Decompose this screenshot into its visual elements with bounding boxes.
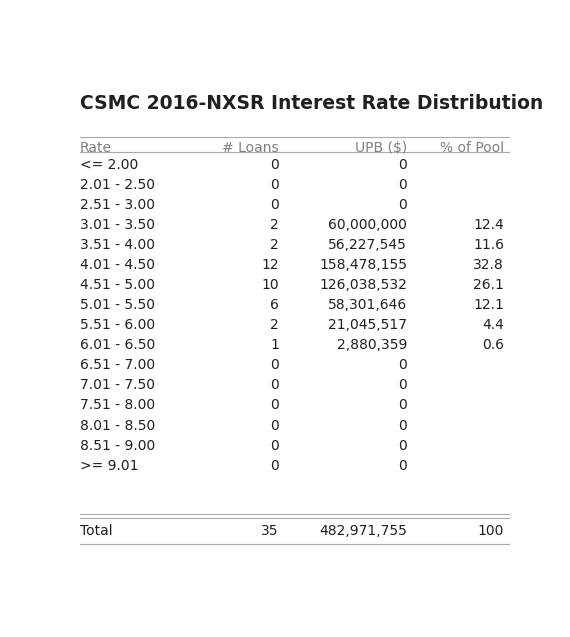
Text: 2,880,359: 2,880,359: [337, 338, 407, 352]
Text: 60,000,000: 60,000,000: [328, 218, 407, 233]
Text: 0: 0: [398, 198, 407, 212]
Text: CSMC 2016-NXSR Interest Rate Distribution: CSMC 2016-NXSR Interest Rate Distributio…: [80, 94, 543, 113]
Text: % of Pool: % of Pool: [440, 141, 504, 155]
Text: 3.51 - 4.00: 3.51 - 4.00: [80, 238, 155, 252]
Text: 32.8: 32.8: [474, 259, 504, 273]
Text: 2: 2: [270, 218, 279, 233]
Text: 12.1: 12.1: [473, 299, 504, 312]
Text: 0: 0: [398, 438, 407, 452]
Text: 7.51 - 8.00: 7.51 - 8.00: [80, 399, 155, 413]
Text: 6.01 - 6.50: 6.01 - 6.50: [80, 338, 156, 352]
Text: 4.4: 4.4: [482, 318, 504, 333]
Text: Total: Total: [80, 524, 113, 538]
Text: >= 9.01: >= 9.01: [80, 459, 139, 473]
Text: 0: 0: [270, 198, 279, 212]
Text: 11.6: 11.6: [473, 238, 504, 252]
Text: 6: 6: [270, 299, 279, 312]
Text: 35: 35: [262, 524, 279, 538]
Text: 0: 0: [270, 359, 279, 373]
Text: 5.01 - 5.50: 5.01 - 5.50: [80, 299, 155, 312]
Text: 56,227,545: 56,227,545: [328, 238, 407, 252]
Text: 6.51 - 7.00: 6.51 - 7.00: [80, 359, 155, 373]
Text: 0: 0: [398, 399, 407, 413]
Text: 0: 0: [270, 159, 279, 173]
Text: 58,301,646: 58,301,646: [328, 299, 407, 312]
Text: 8.01 - 8.50: 8.01 - 8.50: [80, 419, 156, 433]
Text: 0: 0: [270, 378, 279, 392]
Text: 2: 2: [270, 238, 279, 252]
Text: 2: 2: [270, 318, 279, 333]
Text: 2.01 - 2.50: 2.01 - 2.50: [80, 178, 155, 192]
Text: 3.01 - 3.50: 3.01 - 3.50: [80, 218, 155, 233]
Text: 21,045,517: 21,045,517: [328, 318, 407, 333]
Text: UPB ($): UPB ($): [355, 141, 407, 155]
Text: 10: 10: [261, 278, 279, 292]
Text: 12.4: 12.4: [474, 218, 504, 233]
Text: 0: 0: [398, 378, 407, 392]
Text: 158,478,155: 158,478,155: [319, 259, 407, 273]
Text: 12: 12: [261, 259, 279, 273]
Text: 26.1: 26.1: [473, 278, 504, 292]
Text: 5.51 - 6.00: 5.51 - 6.00: [80, 318, 155, 333]
Text: 126,038,532: 126,038,532: [319, 278, 407, 292]
Text: 1: 1: [270, 338, 279, 352]
Text: 0: 0: [270, 459, 279, 473]
Text: 0: 0: [270, 399, 279, 413]
Text: 0: 0: [398, 178, 407, 192]
Text: 0.6: 0.6: [482, 338, 504, 352]
Text: 8.51 - 9.00: 8.51 - 9.00: [80, 438, 156, 452]
Text: 100: 100: [478, 524, 504, 538]
Text: # Loans: # Loans: [222, 141, 279, 155]
Text: 2.51 - 3.00: 2.51 - 3.00: [80, 198, 155, 212]
Text: Rate: Rate: [80, 141, 112, 155]
Text: 0: 0: [398, 419, 407, 433]
Text: <= 2.00: <= 2.00: [80, 159, 139, 173]
Text: 0: 0: [398, 159, 407, 173]
Text: 4.01 - 4.50: 4.01 - 4.50: [80, 259, 155, 273]
Text: 482,971,755: 482,971,755: [319, 524, 407, 538]
Text: 0: 0: [270, 178, 279, 192]
Text: 7.01 - 7.50: 7.01 - 7.50: [80, 378, 155, 392]
Text: 0: 0: [270, 438, 279, 452]
Text: 0: 0: [270, 419, 279, 433]
Text: 4.51 - 5.00: 4.51 - 5.00: [80, 278, 155, 292]
Text: 0: 0: [398, 459, 407, 473]
Text: 0: 0: [398, 359, 407, 373]
